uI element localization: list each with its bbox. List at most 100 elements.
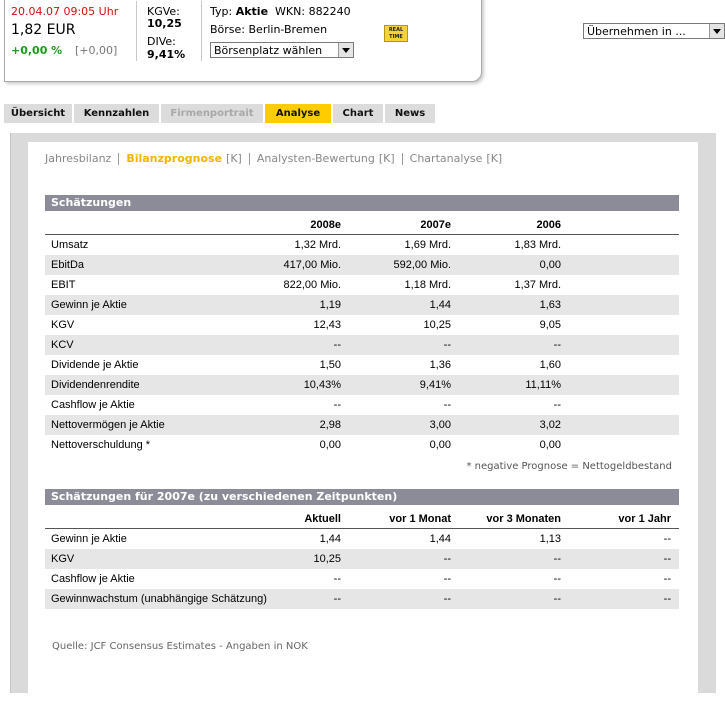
footnote: * negative Prognose = Nettogeldbestand [466,461,672,472]
cell-value: 1,44 [429,299,451,311]
table-title: Schätzungen für 2007e (zu verschiedenen … [45,489,679,505]
column-header [45,215,231,234]
column-header: 2007e [420,219,451,231]
cell-value: -- [333,573,341,585]
row-label: EBIT [51,279,76,291]
tab: Firmenportrait [161,104,263,123]
column-header-row: Aktuell vor 1 Monat vor 3 Monaten vor 1 Jah… [45,509,679,529]
cell-value: 2,98 [319,419,341,431]
cell-value: 417,00 Mio. [283,259,341,271]
column-header: 2008e [310,219,341,231]
table-row: Gewinnwachstum (unabhängige Schätzung) --… [45,589,679,609]
dive-value: 9,41% [147,48,186,61]
row-label: KGV [51,553,75,565]
cell-value: 1,32 Mrd. [294,239,341,251]
cell-value: 1,69 Mrd. [404,239,451,251]
cell-value: -- [553,573,561,585]
table-row: EbitDa 417,00 Mio. 592,00 Mio. 0,00 [45,255,679,275]
cell-value [561,355,679,375]
cell-value [561,315,679,335]
row-label: Nettovermögen je Aktie [51,419,165,431]
transfer-select-text: Übernehmen in ... [587,25,686,38]
cell-value [561,335,679,355]
cell-value [561,235,679,255]
subnav-item: Chartanalyse [K] [401,152,510,165]
cell-value: -- [333,339,341,351]
row-label: KCV [51,339,74,351]
cell-value: 1,63 [539,299,561,311]
tab[interactable]: Chart [333,104,383,123]
quote-change-pct: +0,00 % [11,44,63,57]
row-label: Gewinnwachstum (unabhängige Schätzung) [51,593,267,605]
subnav-item: Analysten-Bewertung [K] [248,152,402,165]
exchange-select-text: Börsenplatz wählen [214,44,323,57]
cell-value: 12,43 [313,319,341,331]
wkn-label: WKN: [275,5,306,18]
table-row: KCV -- -- -- [45,335,679,355]
table-row: KGV 10,25 -- -- -- [45,549,679,569]
tab-bar: Übersicht Kennzahlen Firmenportrait Analyse… [4,104,435,123]
cell-value: 10,25 [313,553,341,565]
cell-value: 0,00 [539,259,561,271]
cell-value: -- [663,593,671,605]
tab[interactable]: News [385,104,435,123]
subnav-link[interactable]: Analysten-Bewertung [256,152,375,165]
cell-value: 1,50 [319,359,341,371]
subnav-suffix[interactable]: [K] [226,152,242,165]
cell-value: 9,41% [419,379,451,391]
row-label: KGV [51,319,75,331]
subnav-link[interactable]: Bilanzprognose [126,152,223,165]
type-line: Typ: Aktie WKN: 882240 [210,5,351,18]
subnav-link[interactable]: Chartanalyse [409,152,483,165]
kgve-label: KGVe: [147,5,180,18]
subnav-suffix[interactable]: [K] [378,152,395,165]
cell-value: 1,13 [539,533,561,545]
cell-value [561,435,679,455]
cell-value: 0,00 [429,439,451,451]
table-title: Schätzungen [45,195,679,211]
transfer-select[interactable]: Übernehmen in ... [583,23,725,39]
cell-value [561,295,679,315]
table-row: KGV 12,43 10,25 9,05 [45,315,679,335]
row-label: Dividendenrendite [51,379,140,391]
cell-value: 1,44 [319,533,341,545]
cell-value: 10,43% [303,379,341,391]
cell-value: -- [443,339,451,351]
table-row: Gewinn je Aktie 1,44 1,44 1,13 -- [45,529,679,549]
table-row: Dividendenrendite 10,43% 9,41% 11,11% [45,375,679,395]
cell-value: 822,00 Mio. [283,279,341,291]
exchange-select[interactable]: Börsenplatz wählen [210,42,354,58]
column-header-row: 2008e 2007e 2006 [45,215,679,235]
cell-value: -- [553,399,561,411]
source-note: Quelle: JCF Consensus Estimates - Angabe… [52,641,308,652]
cell-value: 9,05 [539,319,561,331]
column-header [561,215,679,234]
cell-value: 1,83 Mrd. [514,239,561,251]
estimates-table: Schätzungen 2008e 2007e 2006 Umsatz 1,32 Mrd.… [45,195,679,455]
cell-value: 1,60 [539,359,561,371]
estimates-timeline-table: Schätzungen für 2007e (zu verschiedenen … [45,489,679,609]
table-row: EBIT 822,00 Mio. 1,18 Mrd. 1,37 Mrd. [45,275,679,295]
row-label: Nettoverschuldung * [51,439,151,451]
row-label: Gewinn je Aktie [51,533,127,545]
tab[interactable]: Analyse [265,104,331,123]
cell-value: -- [663,533,671,545]
subnav-suffix[interactable]: [K] [486,152,503,165]
cell-value: 1,19 [319,299,341,311]
cell-value: -- [443,593,451,605]
cell-value: -- [443,399,451,411]
row-label: Cashflow je Aktie [51,573,135,585]
table-row: Cashflow je Aktie -- -- -- -- [45,569,679,589]
quote-price: 1,82 EUR [11,22,76,38]
cell-value: 10,25 [423,319,451,331]
cell-value [561,395,679,415]
row-label: Umsatz [51,239,89,251]
tab[interactable]: Kennzahlen [74,104,159,123]
tab[interactable]: Übersicht [4,104,72,123]
cell-value: -- [443,553,451,565]
cell-value: 3,02 [539,419,561,431]
sub-navigation: Jahresbilanz Bilanzprognose [K] Analysten-B… [45,151,509,167]
subnav-link[interactable]: Jahresbilanz [45,152,112,165]
column-header [45,509,231,528]
table-row: Dividende je Aktie 1,50 1,36 1,60 [45,355,679,375]
